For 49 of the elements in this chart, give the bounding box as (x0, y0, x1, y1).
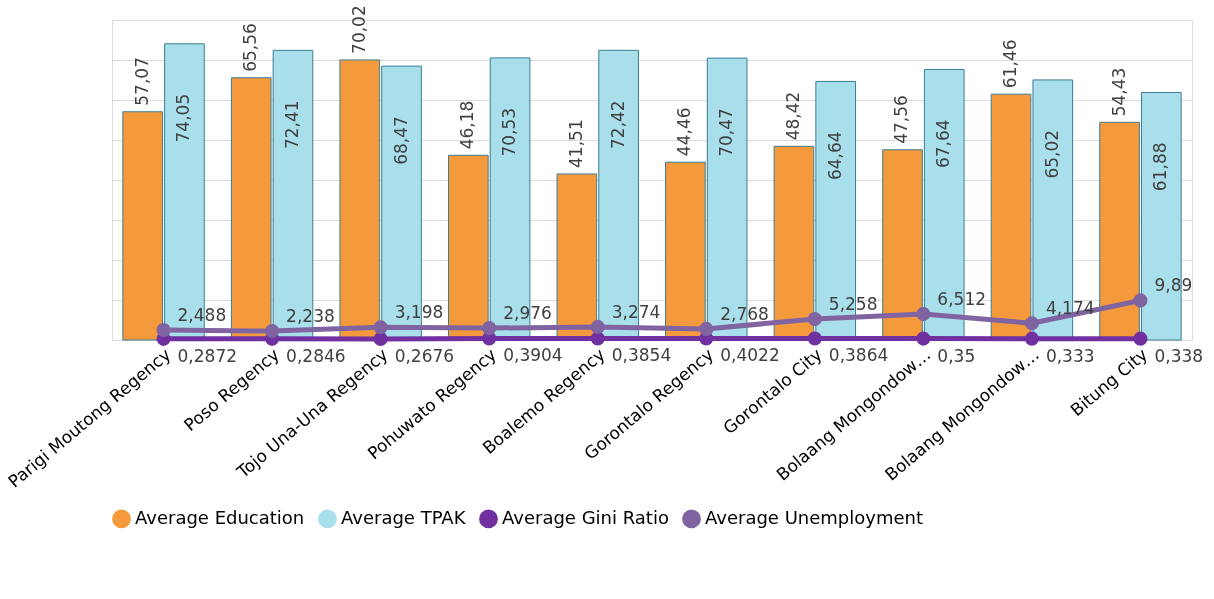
data-label: 54,43 (1108, 67, 1129, 117)
data-label: 65,02 (1041, 129, 1062, 179)
data-label: 48,42 (782, 91, 803, 141)
point (265, 323, 280, 339)
data-label: 0,333 (1045, 345, 1095, 366)
legend-label: Average Gini Ratio (502, 506, 669, 528)
data-label: 2,976 (503, 303, 552, 324)
legend-label: Average Education (135, 506, 305, 528)
point (699, 321, 714, 336)
data-label: 9,89 (1154, 275, 1193, 296)
point (1024, 331, 1039, 346)
legend-label: Average TPAK (341, 506, 467, 528)
data-label: 46,18 (457, 100, 478, 150)
data-label: 0,4022 (720, 345, 780, 366)
point (156, 322, 171, 338)
data-label: 41,51 (565, 119, 586, 168)
point (482, 321, 497, 336)
data-label: 6,512 (937, 288, 987, 309)
data-label: 2,768 (720, 303, 769, 324)
point (590, 319, 605, 334)
point (373, 331, 388, 346)
data-label: 2,488 (177, 305, 227, 326)
point (807, 331, 822, 346)
data-label: 70,02 (348, 5, 369, 54)
point (807, 311, 822, 327)
point (1133, 293, 1148, 308)
point (916, 306, 931, 322)
data-label: 70,47 (716, 108, 737, 157)
data-label: 57,07 (131, 57, 152, 106)
data-label: 67,64 (933, 119, 954, 169)
point (916, 331, 931, 346)
point (373, 320, 388, 335)
data-label: 72,41 (281, 100, 302, 150)
data-label: 3,198 (394, 302, 444, 323)
data-label: 70,53 (499, 107, 520, 157)
data-label: 64,64 (824, 131, 845, 181)
legend-label: Average Unemployment (705, 506, 923, 528)
data-label: 61,46 (1000, 39, 1021, 89)
data-label: 0,338 (1154, 345, 1204, 366)
data-label: 2,238 (286, 306, 335, 327)
data-label: 44,46 (674, 107, 695, 157)
data-label: 72,42 (607, 100, 628, 149)
point (1133, 331, 1148, 346)
data-label: 65,56 (240, 23, 261, 72)
point (1024, 316, 1039, 331)
data-label: 47,56 (891, 95, 912, 144)
data-label: 61,88 (1150, 142, 1171, 192)
data-label: 74,05 (173, 93, 194, 143)
data-label: 68,47 (390, 116, 411, 165)
